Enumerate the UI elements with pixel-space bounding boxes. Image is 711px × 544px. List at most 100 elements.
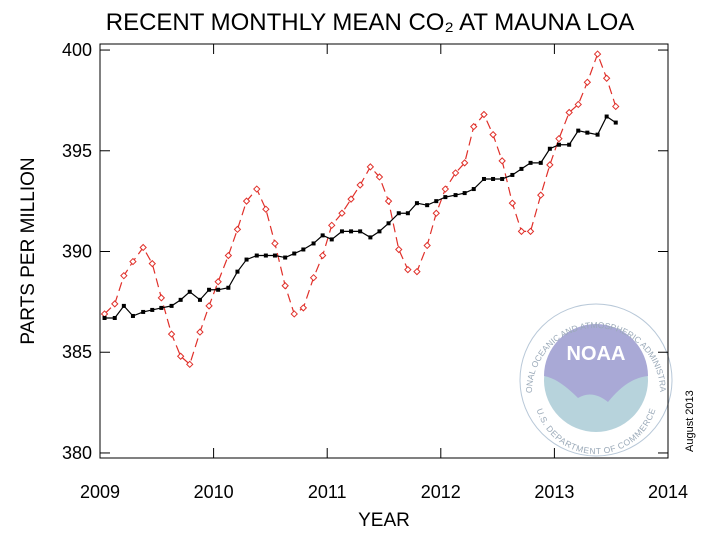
x-tick-label: 2013 (534, 482, 574, 502)
x-tick-label: 2011 (308, 482, 347, 502)
logo-bird (544, 324, 648, 402)
point (224, 251, 233, 260)
point (320, 233, 325, 238)
point (159, 305, 164, 310)
point (546, 161, 554, 169)
point (292, 251, 297, 256)
date-note: August 2013 (684, 390, 696, 452)
point (226, 285, 231, 290)
point (583, 78, 592, 86)
point (556, 142, 561, 147)
point (244, 257, 249, 262)
point (375, 173, 384, 181)
point (157, 294, 166, 302)
point (386, 221, 391, 226)
point (197, 297, 202, 302)
point (254, 253, 259, 258)
point (537, 191, 545, 199)
point (299, 304, 308, 312)
point (111, 300, 119, 308)
point (423, 241, 431, 250)
point (263, 253, 268, 258)
point (328, 221, 336, 230)
point (432, 209, 440, 217)
point (547, 146, 552, 151)
point (555, 134, 563, 143)
point (309, 273, 318, 282)
point (205, 302, 213, 310)
point (510, 172, 515, 177)
point (453, 193, 458, 198)
point (384, 197, 393, 205)
point (413, 267, 421, 276)
point (148, 259, 156, 268)
point (329, 237, 334, 242)
point (281, 282, 289, 290)
point (318, 251, 327, 260)
point (500, 176, 505, 181)
x-axis-title: YEAR (358, 510, 410, 531)
point (405, 211, 410, 216)
point (216, 287, 221, 292)
point (186, 360, 194, 369)
point (602, 74, 611, 82)
y-tick-label: 400 (62, 40, 92, 60)
x-tick-label: 2014 (648, 482, 688, 502)
point (141, 309, 146, 314)
point (574, 100, 582, 109)
point (253, 185, 261, 193)
point (178, 297, 183, 302)
y-axis-title: PARTS PER MILLION (18, 157, 39, 344)
point (593, 50, 602, 58)
point (508, 199, 517, 207)
point (480, 110, 488, 119)
point (196, 328, 204, 336)
y-tick-label: 390 (62, 242, 92, 262)
y-tick-label: 380 (62, 443, 92, 463)
point (187, 289, 192, 294)
point (576, 128, 581, 133)
point (349, 229, 354, 234)
point (595, 132, 600, 137)
point (242, 197, 251, 205)
point (139, 243, 147, 252)
point (272, 253, 277, 258)
noaa-logo: NOAA NATIONAL OCEANIC AND ATMOSPHERIC AD… (0, 0, 673, 457)
point (129, 257, 137, 266)
x-tick-label: 2012 (421, 482, 461, 502)
point (528, 160, 533, 165)
point (517, 227, 526, 236)
point (347, 195, 355, 203)
point (491, 176, 496, 181)
point (377, 229, 382, 234)
point (471, 187, 476, 192)
point (462, 191, 467, 196)
point (565, 108, 573, 117)
point (470, 122, 478, 131)
point (150, 307, 155, 312)
point (176, 352, 185, 360)
point (604, 114, 609, 119)
series-line (104, 115, 617, 319)
point (443, 195, 448, 200)
point (262, 205, 270, 213)
point (130, 313, 135, 318)
point (283, 255, 288, 260)
chart-title: RECENT MONTHLY MEAN CO₂ AT MAUNA LOA (106, 9, 635, 36)
point (235, 269, 240, 274)
point (214, 278, 222, 286)
point (519, 166, 524, 171)
point (585, 130, 590, 135)
point (102, 315, 107, 320)
point (441, 185, 450, 193)
point (612, 102, 620, 111)
point (434, 199, 439, 204)
point (368, 235, 373, 240)
point (451, 169, 460, 177)
y-tick-label: 385 (62, 342, 92, 362)
x-tick-label: 2010 (194, 482, 234, 502)
point (613, 120, 618, 125)
point (120, 271, 128, 280)
point (339, 229, 344, 234)
